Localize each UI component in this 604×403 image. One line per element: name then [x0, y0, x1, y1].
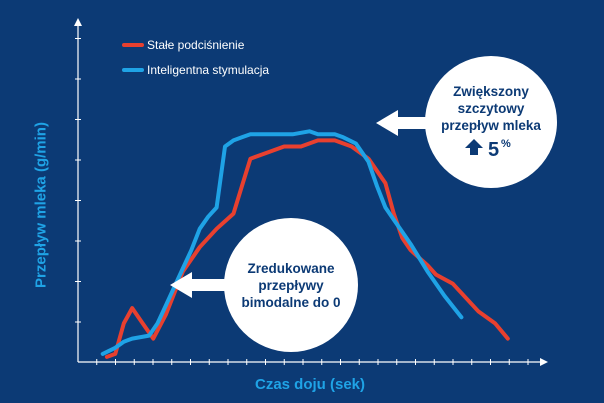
annotation-peak-flow: Zwiększony szczytowy przepływ mleka 5 % [376, 56, 557, 188]
series-line-0 [104, 138, 510, 359]
annotation-bimodal: Zredukowane przepływy bimodalne do 0 [170, 218, 358, 352]
legend: Stałe podciśnienie Inteligentna stymulac… [122, 38, 269, 77]
annotation-line-2: bimodalne do 0 [241, 295, 340, 310]
y-axis-label: Przepływ mleka (g/min) [32, 122, 50, 288]
annotation-suffix: % [501, 138, 511, 150]
x-axis-arrow-icon [540, 358, 548, 366]
axes [74, 18, 548, 366]
arrow-left-icon [376, 110, 432, 136]
annotation-line-2: przepływ mleka [441, 118, 541, 133]
annotation-bubble [224, 218, 358, 352]
annotation-bubble [425, 56, 557, 188]
series-line-1 [100, 129, 464, 356]
annotation-line-1: przepływy [258, 278, 324, 293]
y-axis-arrow-icon [74, 18, 82, 26]
legend-label-0: Stałe podciśnienie [147, 38, 245, 52]
annotation-line-1: szczytowy [458, 101, 525, 116]
series-layer [100, 129, 510, 359]
x-axis-label: Czas doju (sek) [255, 376, 366, 393]
annotation-value: 5 [488, 139, 499, 161]
arrow-up-icon [465, 139, 483, 155]
annotation-line-0: Zwiększony [453, 84, 529, 99]
annotation-line-0: Zredukowane [247, 261, 335, 276]
legend-label-1: Inteligentna stymulacja [147, 63, 269, 77]
arrow-left-icon [170, 272, 228, 298]
